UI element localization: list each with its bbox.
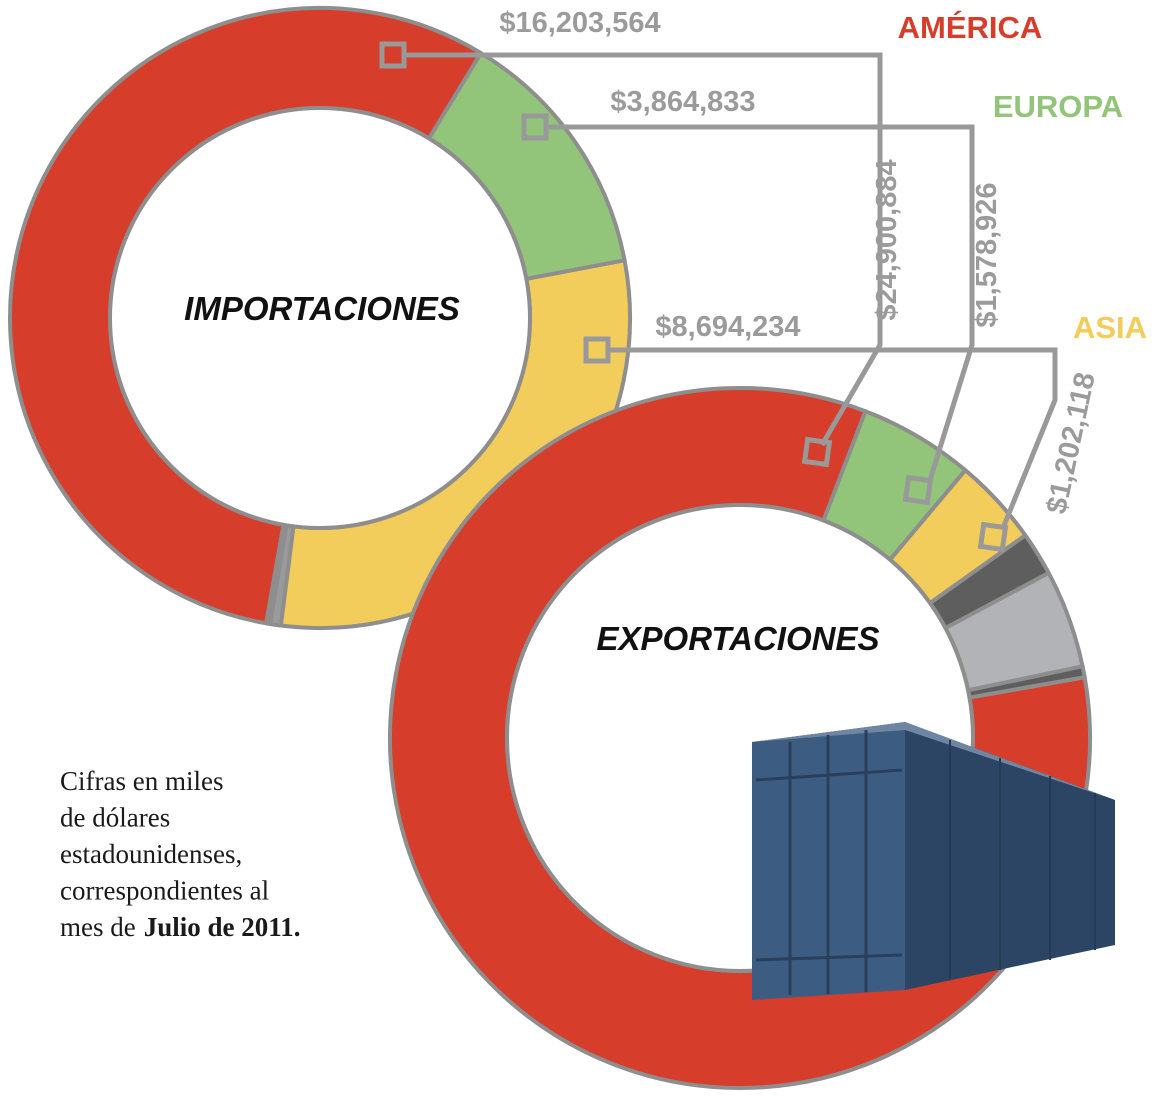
value-label: $24,900,884 bbox=[871, 159, 903, 320]
note-emphasis: Julio de 2011. bbox=[144, 912, 301, 942]
legend-entry: ASIA bbox=[1073, 310, 1147, 345]
legend-entry: EUROPA bbox=[993, 89, 1123, 124]
note-line: estadounidenses, bbox=[60, 839, 242, 869]
value-label: $8,694,234 bbox=[655, 311, 800, 343]
note-line: correspondientes al bbox=[60, 876, 269, 906]
value-label: $1,578,926 bbox=[971, 182, 1003, 327]
legend-entry: AMÉRICA bbox=[898, 10, 1043, 45]
chart-title: EXPORTACIONES bbox=[597, 620, 880, 657]
value-label: $16,203,564 bbox=[499, 7, 660, 39]
value-label: $3,864,833 bbox=[610, 86, 755, 118]
value-label: $1,202,118 bbox=[1041, 370, 1102, 517]
note-line: de dólares bbox=[60, 803, 170, 833]
infographic: $16,203,564 $3,864,833 $8,694,234 $24,90… bbox=[0, 0, 1160, 1099]
note: Cifras en miles de dólares estadounidenses… bbox=[60, 766, 301, 942]
donut-chart bbox=[390, 388, 1090, 1088]
note-line: Cifras en miles bbox=[60, 766, 223, 796]
chart-title: IMPORTACIONES bbox=[184, 290, 460, 327]
